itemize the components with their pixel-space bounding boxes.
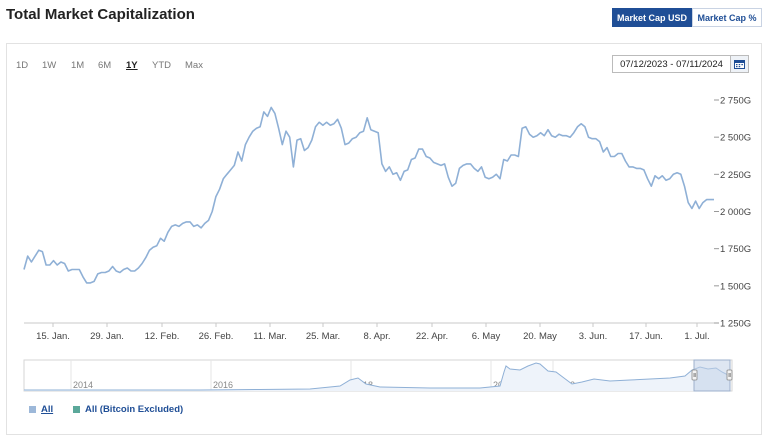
navigator-handle-right[interactable]: [726, 369, 733, 381]
x-tick-label: 15. Jan.: [36, 331, 70, 342]
legend-swatch-bitcoin-excluded: [73, 406, 80, 413]
x-tick-label: 11. Mar.: [253, 331, 287, 342]
range-button-max[interactable]: Max: [185, 60, 203, 71]
x-tick-label: 1. Jul.: [684, 331, 709, 342]
x-tick-label: 26. Feb.: [199, 331, 234, 342]
x-tick-label: 20. May: [523, 331, 557, 342]
legend-label-all: All: [41, 404, 54, 415]
navigator-year-label: 2014: [73, 380, 93, 390]
navigator-selection: [693, 359, 731, 392]
market-cap-percent-toggle[interactable]: Market Cap %: [692, 8, 762, 27]
series-line-all: [23, 106, 714, 284]
y-tick-label: 1 750G: [720, 244, 751, 255]
y-tick-label: 1 250G: [720, 319, 751, 330]
chart-panel: [6, 43, 762, 435]
range-button-1d[interactable]: 1D: [16, 60, 29, 71]
legend-item-all[interactable]: All: [29, 404, 53, 415]
navigator-year-label: 2016: [213, 380, 233, 390]
x-tick-label: 29. Jan.: [90, 331, 124, 342]
navigator-area: [24, 363, 730, 391]
x-tick-label: 8. Apr.: [364, 331, 391, 342]
y-tick-label: 2 000G: [720, 207, 751, 218]
legend-label-bitcoin-excluded: All (Bitcoin Excluded): [85, 404, 184, 415]
y-tick-label: 1 500G: [720, 281, 751, 292]
x-tick-label: 22. Apr.: [416, 331, 448, 342]
navigator-handle-left[interactable]: [691, 369, 698, 381]
x-tick-label: 12. Feb.: [145, 331, 180, 342]
date-range-value: 07/12/2023 - 07/11/2024: [620, 58, 723, 70]
legend-swatch-all: [29, 406, 36, 413]
page-title: Total Market Capitalization: [6, 6, 195, 23]
legend-item-bitcoin-excluded[interactable]: All (Bitcoin Excluded): [73, 404, 183, 415]
calendar-icon: [734, 60, 745, 69]
navigator-line: [24, 362, 731, 391]
x-tick-label: 25. Mar.: [306, 331, 340, 342]
y-tick-label: 2 750G: [720, 96, 751, 107]
calendar-button[interactable]: [730, 55, 749, 73]
range-button-1m[interactable]: 1M: [71, 60, 85, 71]
y-tick-label: 2 250G: [720, 170, 751, 181]
navigator[interactable]: 201420162018202020222024: [23, 359, 733, 392]
x-tick-label: 17. Jun.: [629, 331, 663, 342]
x-tick-label: 6. May: [472, 331, 501, 342]
range-button-6m[interactable]: 6M: [98, 60, 112, 71]
handle-body: [726, 369, 733, 381]
range-button-1w[interactable]: 1W: [42, 60, 57, 71]
range-button-1y[interactable]: 1Y: [126, 60, 138, 71]
market-cap-usd-toggle[interactable]: Market Cap USD: [612, 8, 692, 27]
y-tick-label: 2 500G: [720, 133, 751, 144]
range-button-ytd[interactable]: YTD: [152, 60, 171, 71]
x-tick-label: 3. Jun.: [579, 331, 608, 342]
handle-body: [691, 369, 698, 381]
